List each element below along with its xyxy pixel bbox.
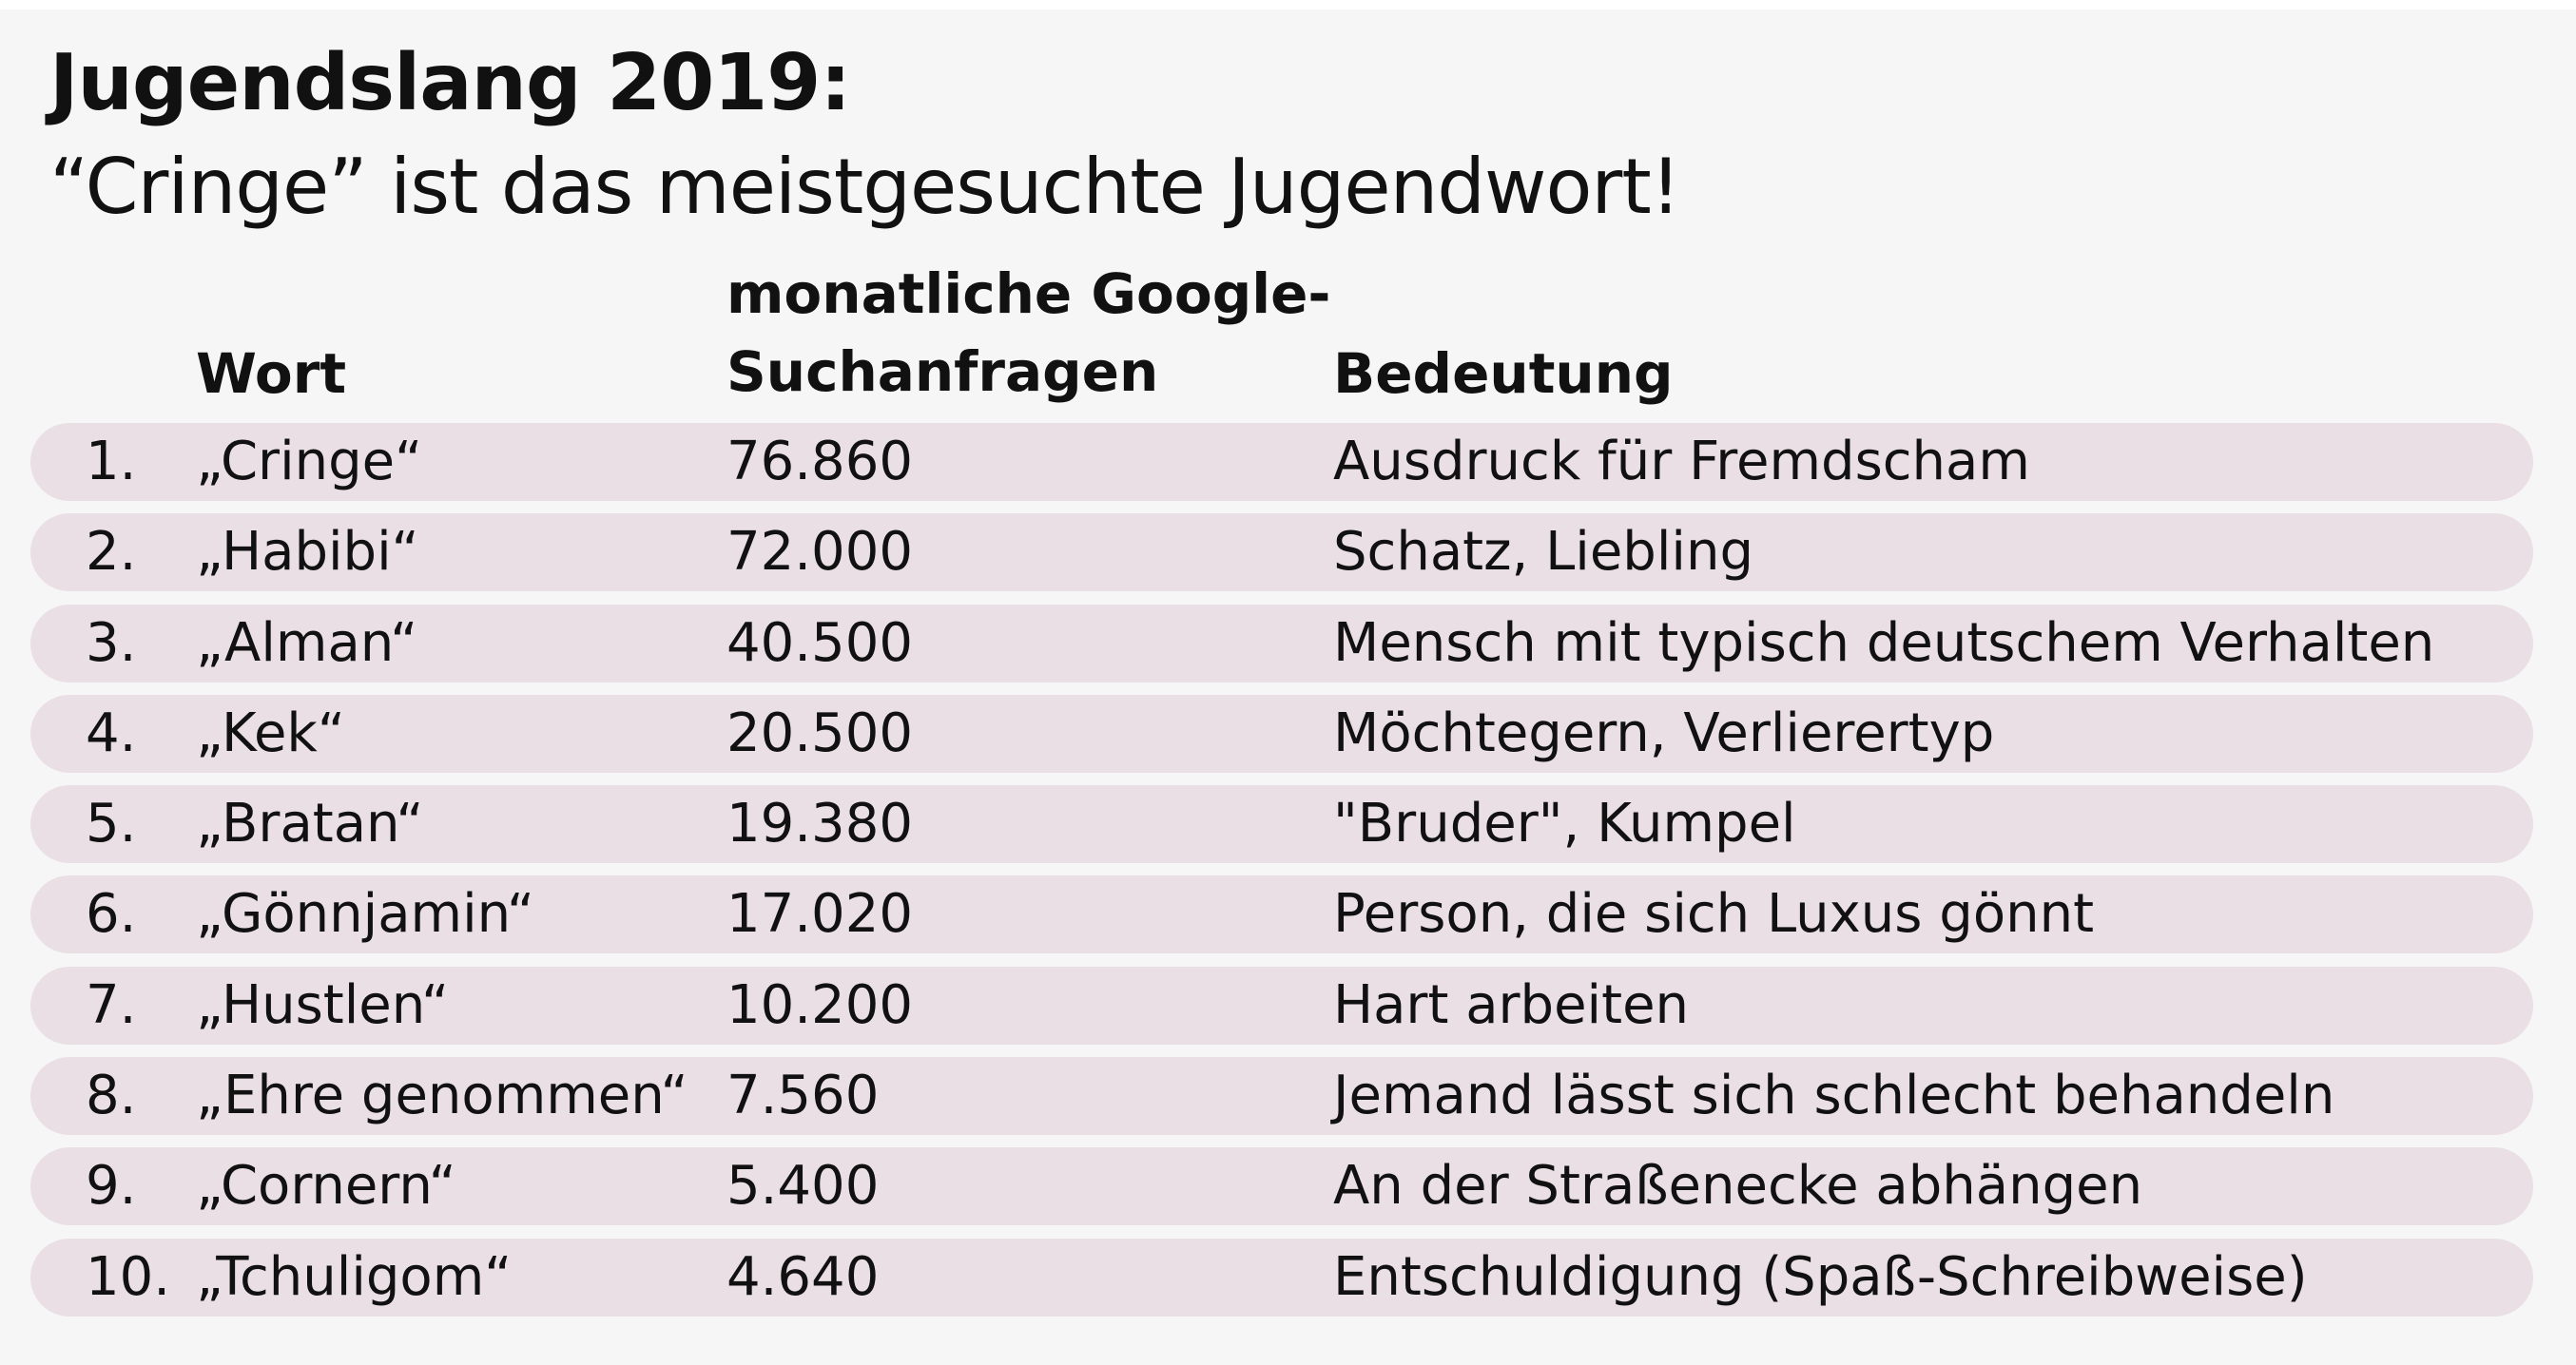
word-cell: „Tchuligom“ xyxy=(196,1245,513,1308)
search-volume-cell: 76.860 xyxy=(726,431,913,492)
search-volume-cell: 7.560 xyxy=(726,1065,880,1127)
rank-cell: 9. xyxy=(86,1155,137,1218)
word-cell: „Ehre genommen“ xyxy=(196,1065,688,1127)
search-volume-cell: 4.640 xyxy=(726,1245,880,1308)
meaning-cell: Entschuldigung (Spaß-Schreibweise) xyxy=(1333,1245,2308,1308)
word-cell: „Bratan“ xyxy=(196,793,424,856)
rank-cell: 5. xyxy=(86,793,137,856)
top-band xyxy=(0,0,2576,10)
word-cell: „Cringe“ xyxy=(196,431,423,492)
rank-cell: 10. xyxy=(86,1245,171,1308)
rank-cell: 6. xyxy=(86,883,137,946)
rank-cell: 7. xyxy=(86,973,137,1036)
search-volume-cell: 20.500 xyxy=(726,702,913,764)
word-cell: „Alman“ xyxy=(196,611,418,674)
search-volume-cell: 19.380 xyxy=(726,793,913,856)
search-volume-cell: 5.400 xyxy=(726,1155,880,1218)
column-header-meaning: Bedeutung xyxy=(1333,341,1674,406)
column-header-searches-line2: Suchanfragen xyxy=(726,339,1159,404)
meaning-cell: Jemand lässt sich schlecht behandeln xyxy=(1333,1065,2335,1127)
chart-subtitle: “Cringe” ist das meistgesuchte Jugendwor… xyxy=(49,143,1681,231)
word-cell: „Kek“ xyxy=(196,702,345,764)
table-row: 7. „Hustlen“ 10.200 Hart arbeiten xyxy=(30,966,2533,1045)
meaning-cell: Hart arbeiten xyxy=(1333,973,1690,1036)
table-row: 5. „Bratan“ 19.380 "Bruder", Kumpel xyxy=(30,785,2533,864)
word-cell: „Gönnjamin“ xyxy=(196,883,535,946)
meaning-cell: An der Straßenecke abhängen xyxy=(1333,1155,2143,1218)
rank-cell: 1. xyxy=(86,431,137,492)
rank-cell: 2. xyxy=(86,521,137,584)
meaning-cell: Schatz, Liebling xyxy=(1333,521,1754,584)
column-header-searches: monatliche Google- Suchanfragen xyxy=(726,255,1331,411)
column-header-word: Wort xyxy=(196,341,347,406)
table-row: 8. „Ehre genommen“ 7.560 Jemand lässt sich … xyxy=(30,1057,2533,1136)
rank-cell: 8. xyxy=(86,1065,137,1127)
search-volume-cell: 10.200 xyxy=(726,973,913,1036)
chart-title: Jugendslang 2019: xyxy=(49,38,851,128)
meaning-cell: "Bruder", Kumpel xyxy=(1333,793,1796,856)
meaning-cell: Person, die sich Luxus gönnt xyxy=(1333,883,2095,946)
search-volume-cell: 17.020 xyxy=(726,883,913,946)
table-row: 4. „Kek“ 20.500 Möchtegern, Verlierertyp xyxy=(30,694,2533,773)
meaning-cell: Mensch mit typisch deutschem Verhalten xyxy=(1333,611,2435,674)
rank-cell: 3. xyxy=(86,611,137,674)
rank-cell: 4. xyxy=(86,702,137,764)
word-cell: „Hustlen“ xyxy=(196,973,450,1036)
search-volume-cell: 40.500 xyxy=(726,611,913,674)
table-row: 2. „Habibi“ 72.000 Schatz, Liebling xyxy=(30,513,2533,592)
search-volume-cell: 72.000 xyxy=(726,521,913,584)
column-header-searches-line1: monatliche Google- xyxy=(726,261,1331,326)
table-row: 6. „Gönnjamin“ 17.020 Person, die sich Luxu… xyxy=(30,875,2533,954)
table-row: 1. „Cringe“ 76.860 Ausdruck für Fremdscham xyxy=(30,423,2533,501)
table-row: 10. „Tchuligom“ 4.640 Entschuldigung (Spaß-… xyxy=(30,1238,2533,1317)
table-body: 1. „Cringe“ 76.860 Ausdruck für Fremdscham 2… xyxy=(30,423,2533,1329)
table-row: 3. „Alman“ 40.500 Mensch mit typisch deutsc… xyxy=(30,604,2533,682)
word-cell: „Cornern“ xyxy=(196,1155,456,1218)
meaning-cell: Möchtegern, Verlierertyp xyxy=(1333,702,1995,764)
word-cell: „Habibi“ xyxy=(196,521,419,584)
table-row: 9. „Cornern“ 5.400 An der Straßenecke abhän… xyxy=(30,1147,2533,1226)
meaning-cell: Ausdruck für Fremdscham xyxy=(1333,431,2030,492)
